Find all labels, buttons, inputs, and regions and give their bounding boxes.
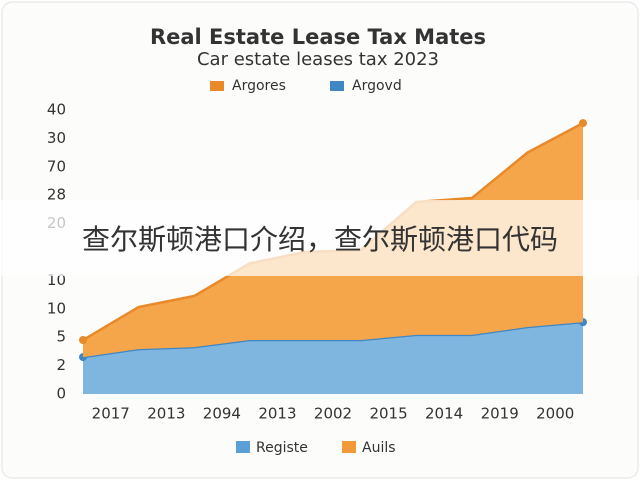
chart-subtitle: Car estate leases tax 2023 bbox=[197, 49, 439, 70]
area-fill bbox=[83, 123, 583, 358]
legend-swatch bbox=[236, 441, 250, 453]
legend-label: Registe bbox=[256, 440, 308, 456]
banner-band bbox=[0, 200, 640, 276]
area-fill bbox=[83, 322, 583, 394]
y-tick-label: 40 bbox=[47, 101, 66, 119]
y-tick-label: 28 bbox=[47, 186, 66, 204]
end-point bbox=[579, 119, 587, 128]
y-tick-label: 5 bbox=[56, 328, 66, 346]
legend-label: Argovd bbox=[352, 78, 402, 94]
legend-label: Auils bbox=[362, 440, 396, 456]
end-point bbox=[79, 336, 87, 345]
x-tick-label: 2002 bbox=[314, 405, 352, 423]
y-tick-label: 2 bbox=[56, 356, 66, 374]
x-tick-label: 2013 bbox=[258, 405, 296, 423]
x-tick-label: 2019 bbox=[481, 405, 519, 423]
x-tick-label: 2013 bbox=[147, 405, 185, 423]
banner-text: 查尔斯顿港口介绍，查尔斯顿港口代码 bbox=[82, 223, 558, 256]
legend-swatch bbox=[342, 441, 356, 453]
legend-swatch bbox=[330, 81, 344, 91]
y-tick-label: 0 bbox=[56, 385, 66, 403]
x-tick-label: 2015 bbox=[369, 405, 407, 423]
legend-label: Argores bbox=[232, 78, 286, 94]
chart-title: Real Estate Lease Tax Mates bbox=[150, 25, 486, 49]
plot: 0251010202870304020172013209420132002201… bbox=[47, 101, 587, 423]
y-tick-label: 30 bbox=[47, 129, 66, 147]
x-tick-label: 2014 bbox=[425, 405, 463, 423]
legend-swatch bbox=[210, 81, 224, 91]
x-tick-label: 2094 bbox=[203, 405, 241, 423]
x-tick-label: 2017 bbox=[92, 405, 130, 423]
y-tick-label: 10 bbox=[47, 299, 66, 317]
x-tick-label: 2000 bbox=[536, 405, 574, 423]
y-tick-label: 70 bbox=[47, 157, 66, 175]
